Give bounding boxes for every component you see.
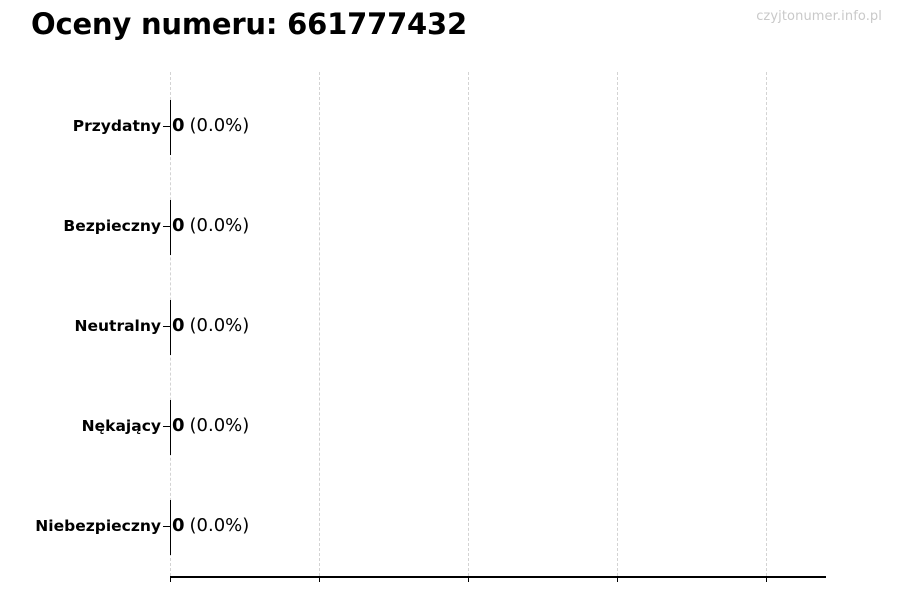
- gridline-4: [766, 72, 767, 576]
- data-label-count: 0: [172, 115, 185, 136]
- data-label-percent: (0.0%): [189, 515, 250, 536]
- x-axis-tick-1: [319, 577, 320, 582]
- data-label-przydatny: 0 (0.0%): [172, 115, 249, 136]
- data-label-neutralny: 0 (0.0%): [172, 315, 249, 336]
- bar-nekajacy: [170, 400, 171, 455]
- data-label-percent: (0.0%): [189, 315, 250, 336]
- y-axis-tick-niebezpieczny: [163, 526, 170, 527]
- y-axis-label-przydatny: Przydatny: [72, 117, 161, 135]
- y-axis-tick-przydatny: [163, 126, 170, 127]
- data-label-percent: (0.0%): [189, 215, 250, 236]
- y-axis-label-niebezpieczny: Niebezpieczny: [35, 517, 161, 535]
- bar-przydatny: [170, 100, 171, 155]
- page-title: Oceny numeru: 661777432: [31, 7, 467, 41]
- y-axis-label-bezpieczny: Bezpieczny: [63, 217, 161, 235]
- x-axis-spine: [170, 576, 826, 578]
- bar-neutralny: [170, 300, 171, 355]
- gridline-3: [617, 72, 618, 576]
- data-label-bezpieczny: 0 (0.0%): [172, 215, 249, 236]
- y-axis-tick-neutralny: [163, 326, 170, 327]
- x-axis-tick-2: [468, 577, 469, 582]
- x-axis-tick-4: [766, 577, 767, 582]
- y-axis-tick-nekajacy: [163, 426, 170, 427]
- gridline-1: [319, 72, 320, 576]
- data-label-niebezpieczny: 0 (0.0%): [172, 515, 249, 536]
- data-label-count: 0: [172, 215, 185, 236]
- bar-bezpieczny: [170, 200, 171, 255]
- data-label-nekajacy: 0 (0.0%): [172, 415, 249, 436]
- y-axis-label-neutralny: Neutralny: [74, 317, 161, 335]
- x-axis-tick-3: [617, 577, 618, 582]
- x-axis-tick-0: [170, 577, 171, 582]
- gridline-2: [468, 72, 469, 576]
- data-label-percent: (0.0%): [189, 115, 250, 136]
- data-label-percent: (0.0%): [189, 415, 250, 436]
- watermark-label: czyjtonumer.info.pl: [756, 9, 882, 24]
- data-label-count: 0: [172, 515, 185, 536]
- data-label-count: 0: [172, 315, 185, 336]
- bar-niebezpieczny: [170, 500, 171, 555]
- y-axis-tick-bezpieczny: [163, 226, 170, 227]
- data-label-count: 0: [172, 415, 185, 436]
- plot-area: [170, 72, 826, 576]
- y-axis-label-nekajacy: Nękający: [81, 417, 161, 435]
